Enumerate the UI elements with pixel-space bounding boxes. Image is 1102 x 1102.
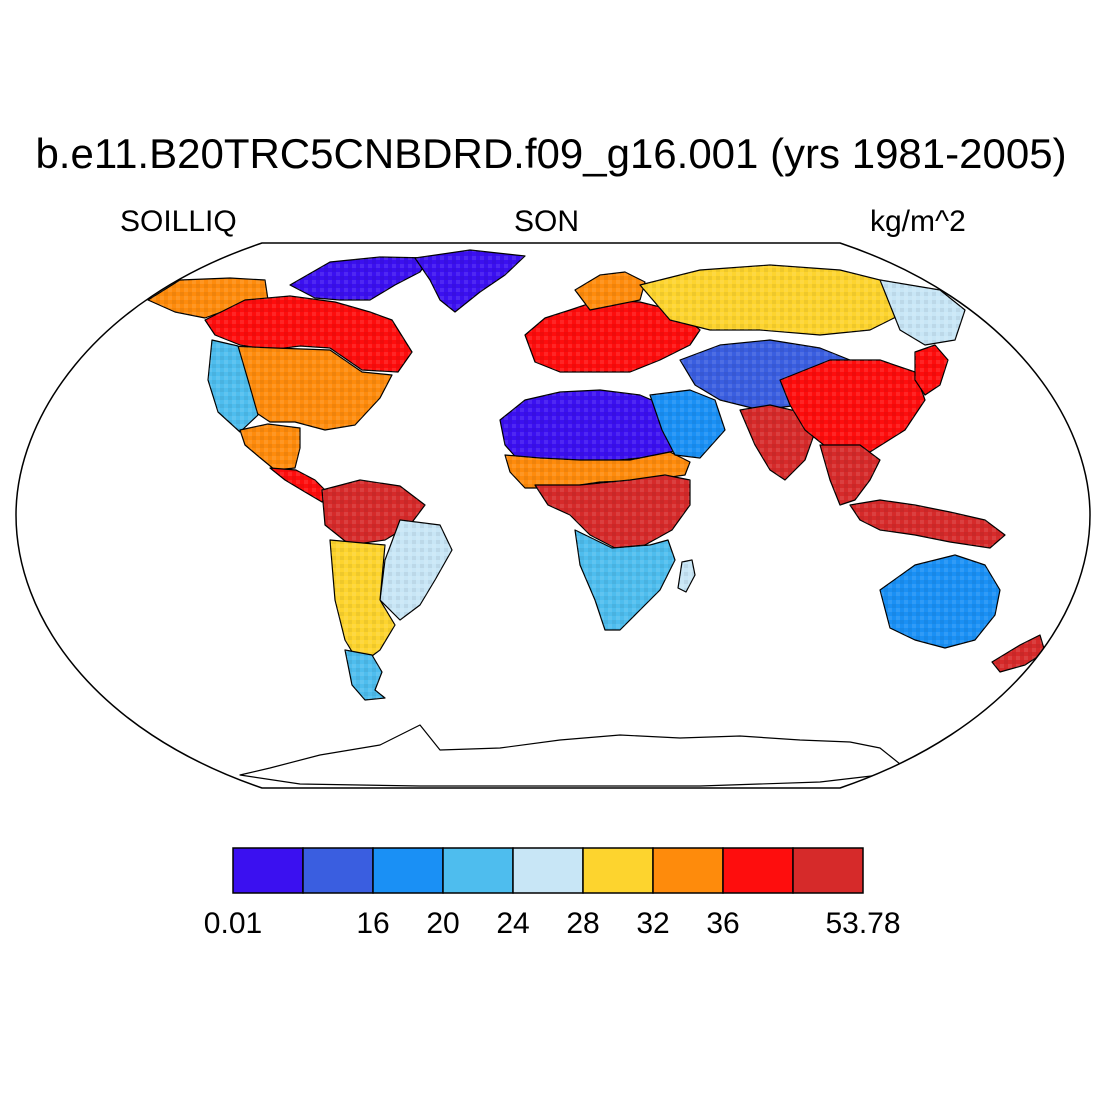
map-region-texture [880, 280, 965, 345]
colorbar-tick-label: 24 [496, 907, 529, 940]
map-region-texture [290, 257, 430, 300]
map-region-texture [345, 650, 385, 700]
map-region-texture [650, 390, 725, 458]
map-region-texture [535, 475, 690, 548]
colorbar-box [232, 847, 304, 894]
plot-title: b.e11.B20TRC5CNBDRD.f09_g16.001 (yrs 198… [35, 130, 1067, 177]
colorbar-tick-label: 53.78 [825, 907, 900, 940]
colorbar-tick-label: 36 [706, 907, 739, 940]
map-region-texture [575, 530, 675, 630]
colorbar-tick-label: 16 [356, 907, 389, 940]
map-region-texture [500, 390, 690, 462]
map-region-texture [915, 345, 948, 395]
season-label: SON [514, 205, 580, 238]
colorbar-tick-label: 28 [566, 907, 599, 940]
map-region-texture [380, 520, 452, 620]
colorbar-box [442, 847, 514, 894]
map-region-texture [992, 635, 1045, 672]
map-region-texture [880, 555, 1000, 648]
map-region-texture [208, 340, 258, 432]
map-region-texture [330, 540, 395, 665]
colorbar-box [722, 847, 794, 894]
map-region-texture [270, 468, 330, 502]
map-region-texture [205, 296, 412, 372]
map-region-texture [740, 405, 815, 480]
variable-label: SOILLIQ [120, 205, 237, 238]
map-region-texture [850, 500, 1005, 548]
map-region-texture [415, 250, 525, 312]
map-region-texture [820, 445, 880, 505]
colorbar-tick-label: 20 [426, 907, 459, 940]
map-region-texture [780, 360, 925, 452]
map-region-antarctica [239, 724, 906, 787]
map-region-texture [240, 424, 300, 470]
colorbar-box [372, 847, 444, 894]
colorbar-box [582, 847, 654, 894]
colorbar-tick-label: 32 [636, 907, 669, 940]
map-region-texture [228, 346, 392, 430]
colorbar-box [792, 847, 864, 894]
colorbar-box [302, 847, 374, 894]
units-label: kg/m^2 [870, 205, 966, 238]
map-region-texture [525, 300, 700, 372]
colorbar-box [652, 847, 724, 894]
map-region-texture [640, 265, 910, 335]
map-region-texture [678, 560, 695, 592]
map-region-texture [148, 278, 268, 318]
map-border [15, 242, 1091, 789]
colorbar-box [512, 847, 584, 894]
land-regions [147, 249, 1046, 787]
colorbar-tick-label: 0.01 [204, 907, 262, 940]
map-region-texture [575, 272, 645, 310]
